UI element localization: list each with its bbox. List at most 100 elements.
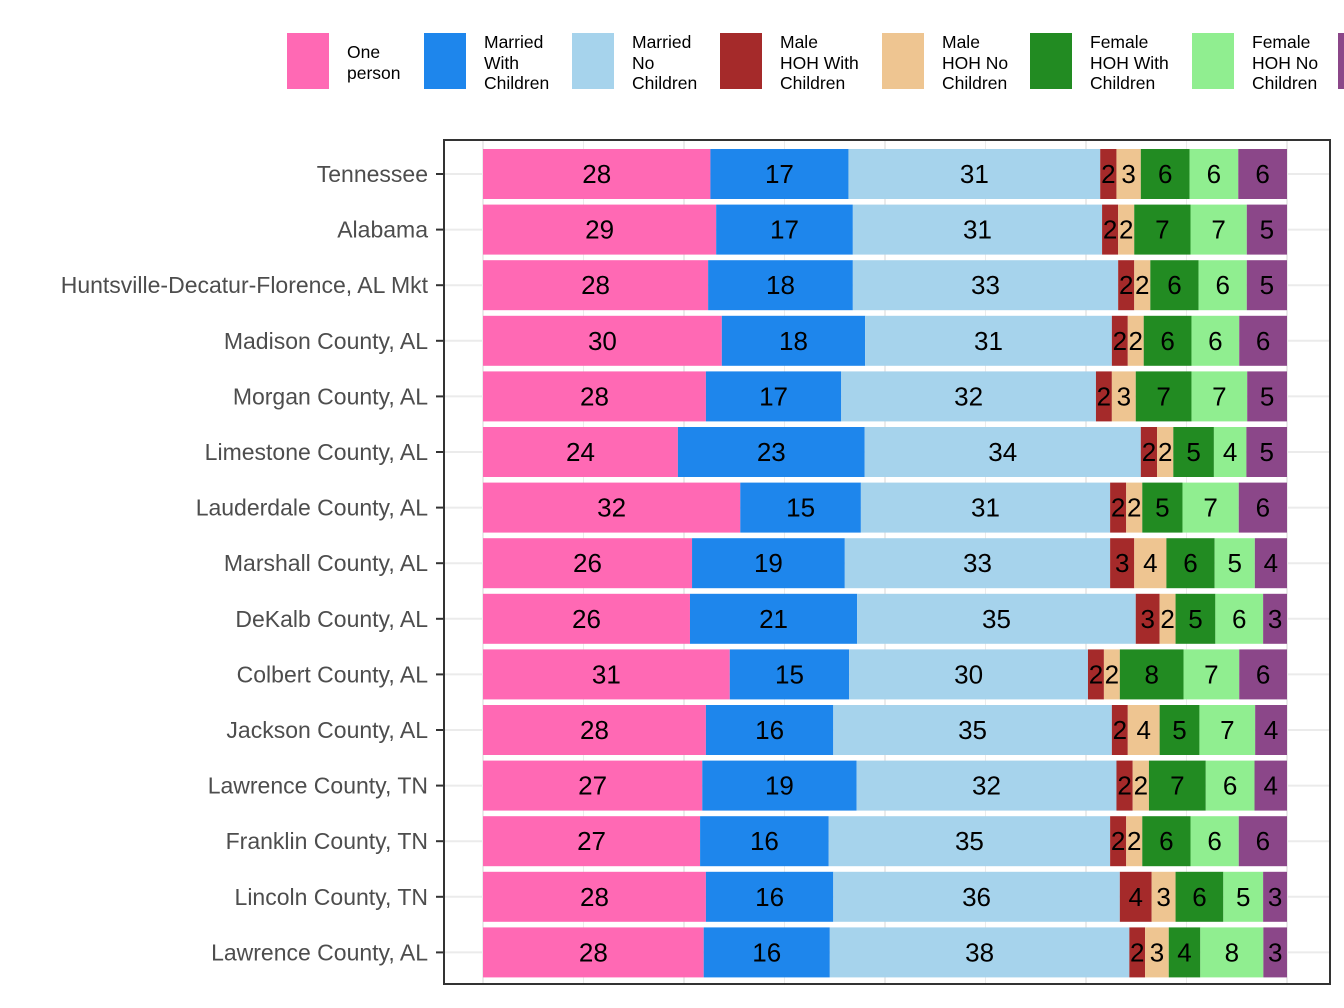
y-tick-label: Lawrence County, AL (211, 939, 428, 965)
segment-labels: 28 17 31 2 3 6 6 629 17 31 2 2 7 7 528 18 33 2 2 6 6 530 18 31 2… (566, 159, 1282, 967)
legend-label: Female HOH With Children (1090, 32, 1169, 93)
bar-segment (829, 927, 1130, 978)
data-label: 7 (1203, 493, 1217, 523)
bar-segment (1223, 871, 1264, 922)
data-label: 21 (759, 604, 788, 634)
bar-segment (1126, 482, 1143, 533)
data-label: 8 (1144, 659, 1158, 689)
bar-segment (1142, 482, 1183, 533)
bar-segment (483, 538, 693, 589)
data-label: 15 (786, 493, 815, 523)
data-label: 2 (1134, 771, 1148, 801)
data-label: 6 (1192, 882, 1206, 912)
data-label: 4 (1264, 771, 1278, 801)
data-label: 5 (1259, 437, 1273, 467)
bar-segment (1143, 315, 1192, 366)
bar-segment (1100, 149, 1117, 199)
data-label: 33 (963, 548, 992, 578)
bar-segment (852, 204, 1103, 255)
bar-segment (1142, 816, 1191, 867)
y-tick-label: Colbert County, AL (237, 661, 429, 687)
data-label: 26 (573, 548, 602, 578)
bar-segment (1246, 204, 1287, 255)
bar-segment (1173, 427, 1214, 477)
bar-segment (700, 816, 829, 867)
data-label: 7 (1220, 715, 1234, 745)
bar-segment (1157, 427, 1174, 477)
bar-segment (841, 371, 1096, 422)
y-tick-label: DeKalb County, AL (235, 606, 428, 632)
data-label: 3 (1268, 604, 1282, 634)
bar-segment (1159, 705, 1200, 755)
data-label: 8 (1225, 937, 1239, 967)
bar-segment (1254, 760, 1287, 811)
bar-segment (729, 649, 850, 700)
data-label: 32 (597, 493, 626, 523)
data-label: 16 (750, 826, 779, 856)
legend-label: Married No Children (632, 32, 698, 93)
bar-segment (1110, 538, 1135, 589)
bar-segment (1129, 927, 1146, 978)
data-label: 6 (1255, 159, 1269, 189)
data-label: 5 (1236, 882, 1250, 912)
data-label: 6 (1223, 771, 1237, 801)
data-label: 3 (1121, 159, 1135, 189)
bar-segment (1214, 538, 1255, 589)
data-label: 4 (1136, 715, 1150, 745)
bar-segment (1191, 371, 1248, 422)
data-label: 3 (1156, 882, 1170, 912)
data-label: 26 (572, 604, 601, 634)
bar-segment (852, 260, 1119, 311)
bar-segment (1238, 482, 1287, 533)
data-label: 35 (955, 826, 984, 856)
data-label: 2 (1105, 659, 1119, 689)
legend-label: Male HOH No Children (942, 32, 1009, 93)
data-label: 2 (1129, 326, 1143, 356)
data-label: 6 (1256, 493, 1270, 523)
bar-segment (1238, 816, 1287, 867)
bar-segment (1140, 149, 1190, 199)
data-label: 4 (1223, 437, 1237, 467)
data-label: 33 (971, 270, 1000, 300)
bar-segment (1134, 204, 1191, 255)
data-label: 7 (1170, 771, 1184, 801)
data-label: 2 (1160, 604, 1174, 634)
data-label: 4 (1143, 548, 1157, 578)
data-label: 6 (1158, 159, 1172, 189)
data-label: 17 (765, 159, 794, 189)
bar-segment (1110, 482, 1127, 533)
bar-segment (708, 260, 853, 311)
data-label: 3 (1268, 882, 1282, 912)
bar-segment (1190, 816, 1239, 867)
bar-segment (1140, 427, 1158, 477)
data-label: 3 (1140, 604, 1154, 634)
data-label: 6 (1256, 326, 1270, 356)
bar-segment (1205, 760, 1255, 811)
bar-segment (483, 927, 704, 978)
bar-segment (1189, 149, 1239, 199)
bars (483, 149, 1287, 978)
bar-segment (689, 593, 858, 644)
bar-segment (483, 871, 706, 922)
data-label: 15 (775, 659, 804, 689)
data-label: 30 (588, 326, 617, 356)
data-label: 2 (1117, 771, 1131, 801)
data-label: 31 (963, 215, 992, 245)
legend-label: Female HOH No Children (1252, 32, 1319, 93)
data-label: 6 (1167, 270, 1181, 300)
data-label: 28 (580, 715, 609, 745)
y-tick-label: Lincoln County, TN (235, 884, 428, 910)
y-tick-label: Marshall County, AL (224, 550, 428, 576)
data-label: 4 (1264, 548, 1278, 578)
data-label: 5 (1155, 493, 1169, 523)
legend-label: Male HOH With Children (780, 32, 859, 93)
legend-label: One person (347, 42, 401, 83)
data-label: 5 (1260, 270, 1274, 300)
data-label: 28 (580, 882, 609, 912)
data-label: 30 (954, 659, 983, 689)
bar-segment (692, 538, 845, 589)
bar-segment (1175, 593, 1216, 644)
bar-segment (703, 927, 830, 978)
bar-segment (1255, 705, 1287, 755)
